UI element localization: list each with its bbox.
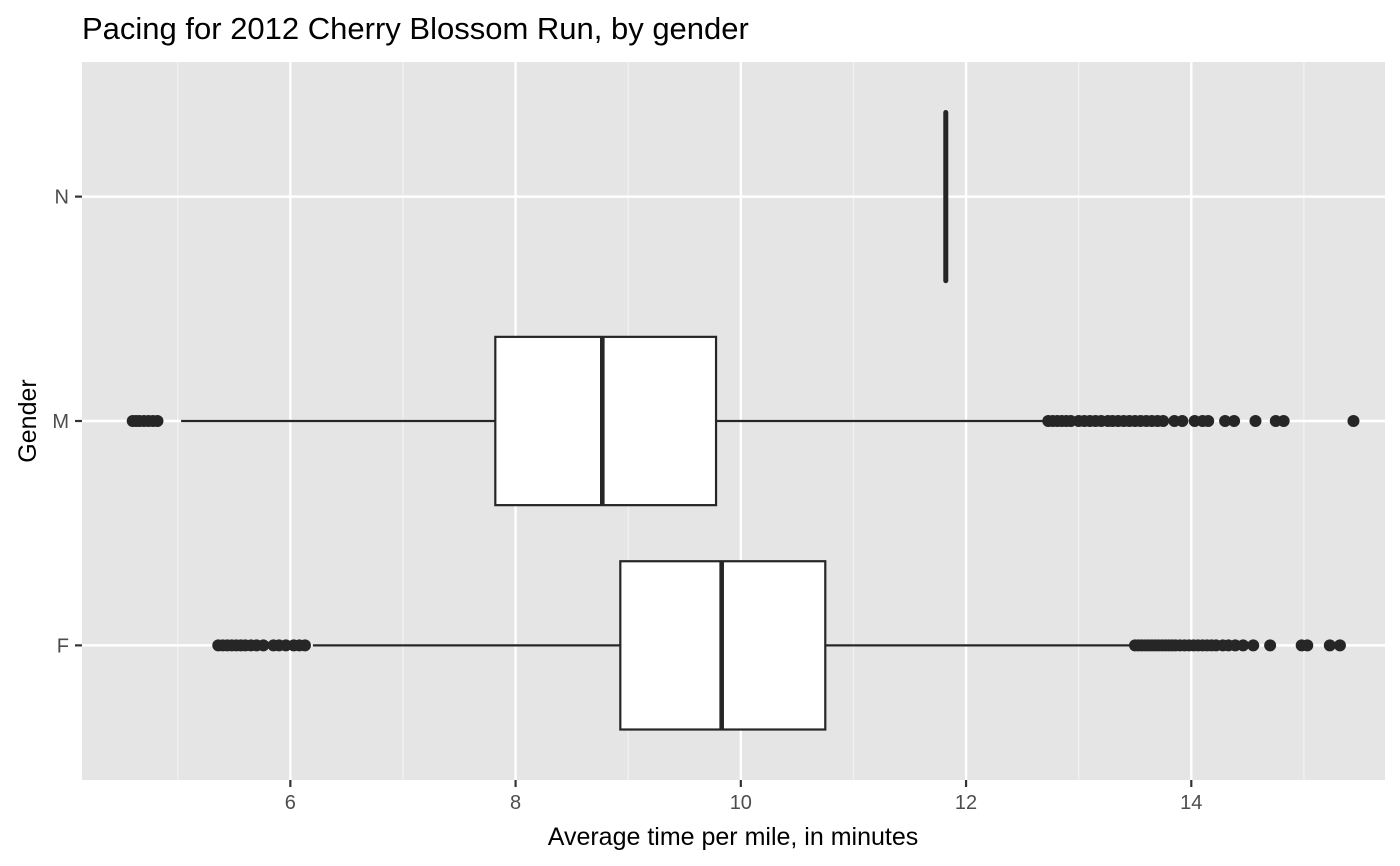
outlier-point: [1264, 639, 1277, 652]
outlier-point: [1247, 639, 1260, 652]
outlier-point: [1249, 415, 1262, 427]
x-tick-label: 10: [730, 792, 752, 814]
box-F: [212, 560, 1346, 731]
outlier-point: [1219, 415, 1232, 427]
x-axis-title: Average time per mile, in minutes: [548, 823, 919, 851]
outlier-point: [298, 639, 311, 652]
outlier-point: [1202, 415, 1215, 427]
outlier-point: [1277, 415, 1290, 427]
outlier-point: [1347, 415, 1360, 427]
outlier-point: [1333, 639, 1346, 652]
box-M: [126, 335, 1360, 507]
x-tick-label: 8: [510, 792, 521, 814]
outlier-point: [151, 415, 164, 427]
box-series: [126, 109, 1360, 731]
y-tick-label: F: [57, 635, 69, 657]
box-iqr: [494, 335, 718, 507]
y-tick-label: M: [52, 411, 69, 433]
y-axis-title: Gender: [14, 379, 42, 462]
outlier-point: [257, 639, 270, 652]
outlier-point: [1157, 415, 1170, 427]
outlier-point: [1228, 415, 1241, 427]
y-axis: F M N: [52, 187, 82, 657]
outlier-point: [1237, 639, 1250, 652]
x-tick-label: 14: [1180, 792, 1202, 814]
chart-title: Pacing for 2012 Cherry Blossom Run, by g…: [82, 11, 749, 46]
outlier-point: [1323, 639, 1336, 652]
x-axis: 6 8 10 12 14: [285, 780, 1202, 814]
outlier-point: [1301, 639, 1314, 652]
x-tick-label: 6: [285, 792, 296, 814]
y-tick-label: N: [55, 187, 69, 209]
x-tick-label: 12: [955, 792, 977, 814]
outlier-point: [1176, 415, 1189, 427]
